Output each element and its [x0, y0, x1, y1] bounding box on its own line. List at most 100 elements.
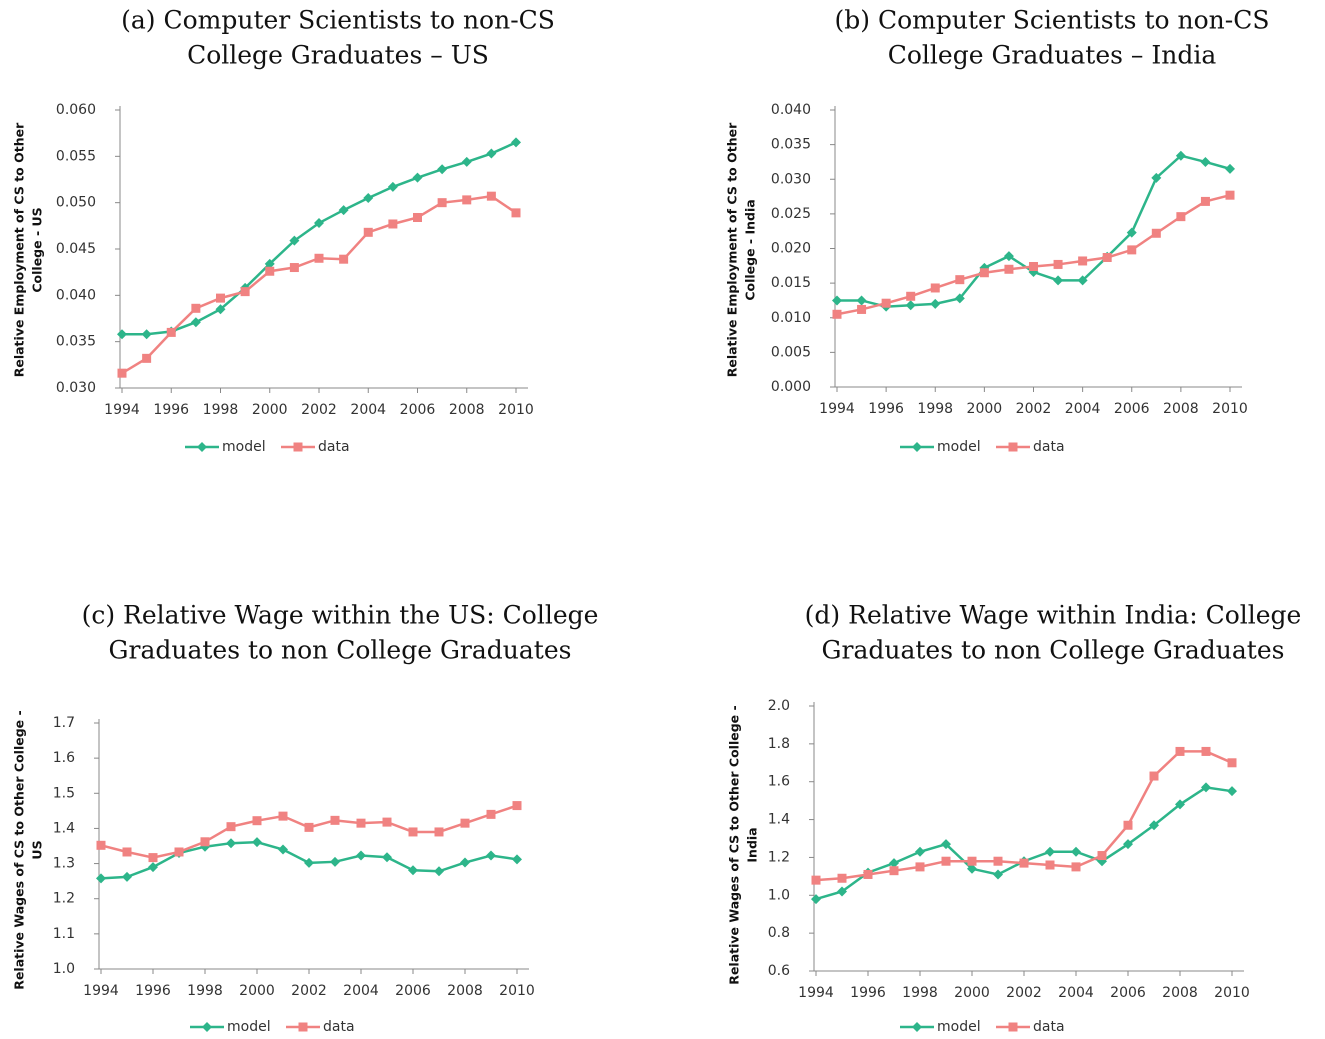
marker-square — [1097, 851, 1107, 861]
y-tick-label: 1.4 — [768, 812, 790, 828]
marker-square — [955, 275, 965, 285]
chart-title: Graduates to non College Graduates — [822, 636, 1285, 665]
marker-diamond — [202, 1022, 212, 1032]
x-tick-label: 2002 — [291, 983, 327, 999]
marker-square — [889, 866, 899, 876]
x-tick-label: 1998 — [902, 985, 938, 1001]
marker-square — [906, 291, 916, 301]
x-tick-label: 2008 — [1163, 401, 1199, 417]
marker-square — [174, 847, 184, 857]
marker-square — [363, 227, 373, 237]
marker-square — [191, 303, 201, 313]
marker-square — [462, 195, 472, 205]
marker-square — [993, 856, 1003, 866]
x-tick-label: 2010 — [1212, 401, 1248, 417]
marker-diamond — [832, 295, 842, 306]
marker-diamond — [1225, 163, 1235, 174]
x-tick-label: 2010 — [498, 402, 534, 418]
y-axis-title: India — [745, 827, 760, 862]
marker-diamond — [1201, 782, 1211, 793]
x-tick-label: 2010 — [499, 983, 535, 999]
marker-square — [1123, 820, 1133, 830]
y-tick-label: 0.035 — [771, 137, 811, 153]
x-tick-label: 2004 — [1065, 401, 1101, 417]
marker-diamond — [915, 846, 925, 857]
marker-square — [1045, 860, 1055, 870]
marker-square — [941, 856, 951, 866]
marker-square — [434, 827, 444, 837]
marker-diamond — [330, 856, 340, 867]
marker-square — [293, 442, 303, 452]
y-tick-label: 1.5 — [53, 785, 75, 801]
x-tick-label: 1998 — [187, 983, 223, 999]
marker-diamond — [1149, 820, 1159, 831]
marker-square — [511, 208, 521, 218]
marker-diamond — [1227, 786, 1237, 797]
marker-square — [881, 298, 891, 308]
marker-square — [388, 219, 398, 229]
y-tick-label: 0.030 — [771, 171, 811, 187]
chart-title: (a) Computer Scientists to non-CS — [121, 6, 555, 35]
legend-label: model — [227, 1019, 271, 1035]
marker-diamond — [314, 218, 324, 229]
marker-diamond — [117, 329, 127, 340]
marker-square — [356, 818, 366, 828]
y-tick-label: 0.8 — [768, 925, 790, 941]
marker-square — [460, 818, 470, 828]
x-tick-label: 2006 — [400, 402, 436, 418]
x-tick-label: 2004 — [1058, 985, 1094, 1001]
marker-square — [265, 266, 275, 276]
marker-square — [837, 873, 847, 883]
series-line — [837, 154, 1231, 308]
y-tick-label: 0.050 — [56, 195, 96, 211]
x-tick-label: 1994 — [798, 985, 834, 1001]
y-tick-label: 0.040 — [771, 102, 811, 118]
marker-square — [96, 840, 106, 850]
marker-diamond — [905, 300, 916, 311]
x-tick-label: 1994 — [104, 402, 140, 418]
marker-square — [486, 809, 496, 819]
y-tick-label: 0.020 — [771, 241, 811, 257]
legend-label: data — [1033, 439, 1065, 455]
marker-square — [1200, 196, 1210, 206]
y-tick-label: 0.000 — [771, 379, 811, 395]
y-tick-label: 1.6 — [53, 750, 75, 766]
marker-diamond — [141, 329, 152, 340]
y-axis-title: Relative Employment of CS to Other — [12, 122, 27, 377]
x-tick-label: 1998 — [917, 401, 953, 417]
marker-diamond — [412, 172, 423, 183]
marker-square — [413, 212, 422, 222]
x-tick-label: 2008 — [447, 983, 483, 999]
x-tick-label: 2006 — [1110, 985, 1146, 1001]
y-tick-label: 1.2 — [53, 891, 75, 907]
marker-diamond — [811, 894, 821, 905]
y-tick-label: 1.0 — [768, 887, 790, 903]
marker-square — [339, 254, 349, 264]
marker-diamond — [512, 854, 522, 865]
y-tick-label: 1.6 — [768, 774, 790, 790]
marker-square — [142, 353, 152, 363]
x-tick-label: 1998 — [203, 402, 239, 418]
marker-diamond — [993, 869, 1003, 880]
y-tick-label: 0.015 — [771, 275, 811, 291]
marker-diamond — [289, 235, 300, 246]
x-tick-label: 2002 — [1016, 401, 1052, 417]
marker-square — [1019, 858, 1029, 868]
y-tick-label: 0.025 — [771, 206, 811, 222]
marker-diamond — [1175, 150, 1186, 161]
x-tick-label: 2000 — [239, 983, 275, 999]
marker-square — [298, 1022, 308, 1032]
marker-square — [382, 817, 392, 827]
marker-square — [967, 856, 977, 866]
y-tick-label: 0.030 — [56, 380, 96, 396]
marker-diamond — [304, 857, 314, 868]
marker-square — [930, 283, 940, 293]
marker-square — [857, 304, 867, 314]
y-axis-title: US — [30, 840, 45, 859]
marker-square — [1053, 259, 1063, 269]
x-tick-label: 2000 — [967, 401, 1003, 417]
marker-square — [278, 811, 288, 821]
y-tick-label: 0.010 — [771, 310, 811, 326]
y-axis-title: College - India — [743, 199, 758, 300]
series-line — [815, 786, 1233, 901]
